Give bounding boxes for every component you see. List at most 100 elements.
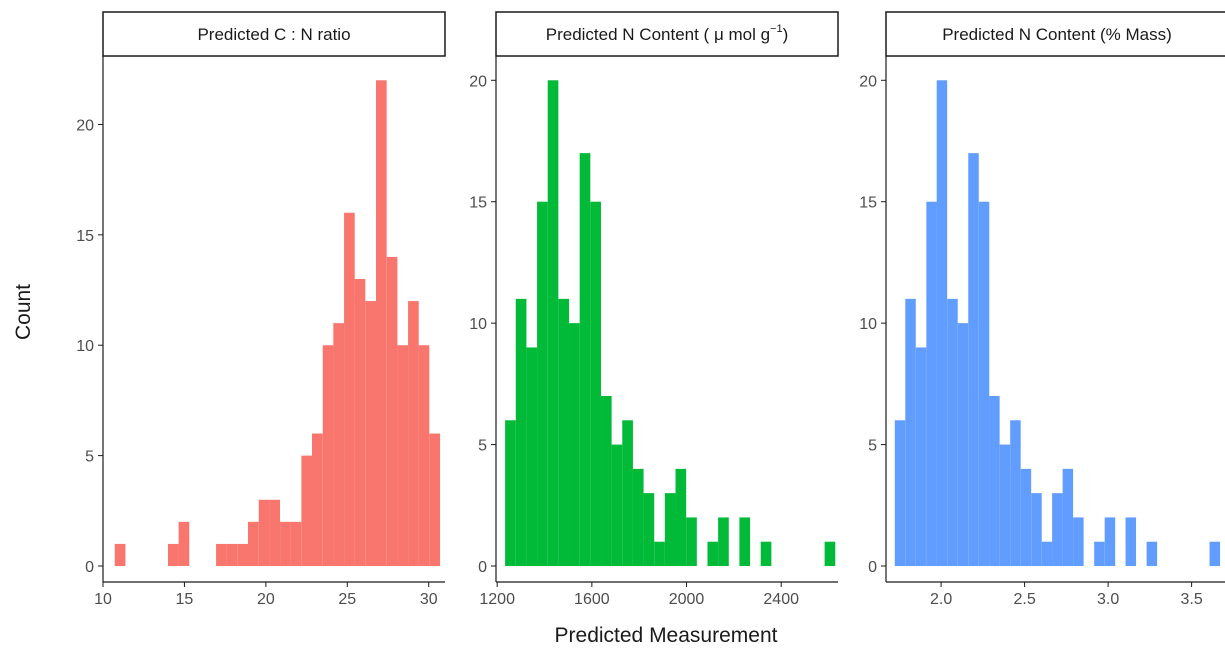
panel-n-mass: Predicted N Content (% Mass) 0 5 10 15 20 2.0…	[859, 11, 1225, 608]
x-tick-label: 20	[257, 591, 275, 608]
histogram-bar	[686, 517, 697, 566]
facet-strip-n-mass	[885, 11, 1225, 57]
x-tick-label: 1200	[479, 591, 515, 608]
y-tick-label: 5	[868, 438, 877, 455]
histogram-bar	[1209, 541, 1221, 566]
histogram-bar	[905, 298, 916, 566]
x-tick-label: 15	[176, 591, 194, 608]
histogram-bar	[344, 212, 355, 566]
y-tick-label: 0	[868, 559, 877, 576]
histogram-bar	[375, 80, 387, 566]
histogram-bar	[333, 323, 344, 566]
histogram-bar	[739, 517, 751, 566]
histogram-bar	[547, 80, 559, 566]
facet-strip-n-umol	[495, 11, 839, 57]
x-tick-label: 10	[94, 591, 112, 608]
y-tick-label: 10	[76, 338, 94, 355]
histogram-bar	[280, 521, 291, 566]
histogram-bar	[926, 201, 937, 566]
y-tick-label: 15	[859, 195, 877, 212]
histogram-bar	[600, 396, 612, 566]
histogram-bar	[290, 521, 302, 566]
histogram-bar	[590, 201, 601, 566]
y-tick-label: 0	[478, 559, 487, 576]
facet-title-n-umol-main: Predicted N Content ( μ mol g	[546, 25, 770, 44]
histogram-bar	[216, 543, 227, 566]
histogram-bar	[1125, 517, 1137, 566]
y-axis-title: Count	[12, 284, 35, 340]
histogram-bar	[989, 396, 1000, 566]
histogram-bar	[1094, 541, 1105, 566]
y-tick-label: 20	[469, 73, 487, 90]
x-tick-label: 3.5	[1180, 591, 1202, 608]
x-tick-label: 25	[338, 591, 356, 608]
x-tick-label: 2.0	[930, 591, 952, 608]
x-axis-title: Predicted Measurement	[555, 624, 778, 647]
x-tick-label: 2.5	[1013, 591, 1035, 608]
histogram-bar	[258, 499, 270, 566]
x-tick-label: 2000	[669, 591, 705, 608]
histogram-bar	[558, 298, 570, 566]
histogram-bar	[1031, 493, 1042, 566]
histogram-bar	[114, 543, 126, 566]
facet-title-cn-ratio: Predicted C : N ratio	[197, 25, 350, 44]
histogram-bar	[947, 298, 958, 566]
histogram-bar	[515, 298, 527, 566]
y-tick-label: 0	[85, 559, 94, 576]
y-tick-label: 15	[469, 195, 487, 212]
histogram-bar	[999, 444, 1011, 566]
histogram-bar	[178, 521, 190, 566]
histogram-bar	[579, 153, 591, 566]
histogram-bar	[978, 201, 990, 566]
y-tick-label: 5	[478, 438, 487, 455]
histogram-bar	[707, 541, 719, 566]
histogram-bar	[936, 80, 948, 566]
bars-n-umol	[505, 80, 836, 566]
y-tick-label: 15	[76, 228, 94, 245]
histogram-bar	[1104, 517, 1116, 566]
histogram-bar	[365, 301, 377, 566]
histogram-bar	[505, 420, 516, 566]
histogram-bar	[968, 153, 979, 566]
x-tick-label: 3.0	[1097, 591, 1119, 608]
histogram-bar	[397, 345, 408, 566]
histogram-bar	[226, 543, 238, 566]
facet-title-n-umol-end: )	[783, 25, 789, 44]
histogram-bar	[247, 521, 259, 566]
axes-n-mass: 0 5 10 15 20 2.0 2.5 3.0 3.5	[859, 56, 1225, 608]
histogram-bar	[760, 541, 772, 566]
histogram-bar	[894, 420, 906, 566]
histogram-bar	[354, 278, 366, 566]
histogram-bar	[824, 541, 836, 566]
y-tick-label: 10	[469, 316, 487, 333]
bars-n-mass	[894, 80, 1221, 566]
histogram-bar	[537, 201, 548, 566]
histogram-bar	[1052, 493, 1063, 566]
histogram-bar	[957, 323, 969, 566]
y-tick-label: 20	[859, 73, 877, 90]
histogram-bar	[632, 468, 644, 566]
histogram-bar	[418, 345, 430, 566]
y-tick-label: 10	[859, 316, 877, 333]
histogram-bar	[654, 541, 665, 566]
histogram-bar	[718, 517, 729, 566]
histogram-bar	[915, 347, 927, 566]
histogram-bar	[311, 433, 323, 566]
histogram-bar	[1062, 468, 1074, 566]
histogram-bar	[643, 493, 655, 566]
histogram-bar	[408, 301, 419, 566]
histogram-bar	[675, 468, 687, 566]
histogram-bar	[1041, 541, 1053, 566]
histogram-bar	[429, 433, 441, 566]
axes-cn-ratio: 0 5 10 15 20 10 15 20 25 30	[76, 56, 445, 608]
facet-title-n-umol: Predicted N Content ( μ mol g−1)	[546, 23, 789, 44]
histogram-bar	[269, 499, 280, 566]
facet-title-n-mass: Predicted N Content (% Mass)	[942, 25, 1172, 44]
histogram-bar	[611, 444, 623, 566]
panel-cn-ratio: Predicted C : N ratio 0 5 10 15 20 10 15 20 25 30	[76, 11, 446, 608]
histogram-bar	[1010, 420, 1021, 566]
histogram-bar	[386, 256, 398, 566]
histogram-bar	[301, 455, 313, 566]
x-tick-label: 1600	[574, 591, 610, 608]
